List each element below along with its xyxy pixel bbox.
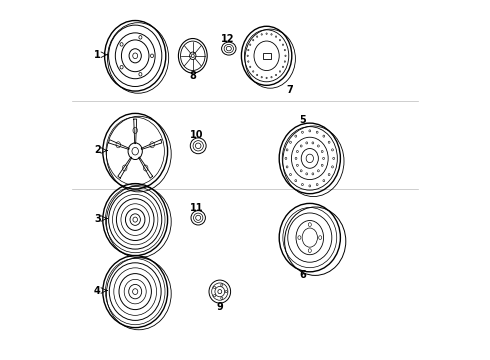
Polygon shape [134, 119, 137, 144]
Text: 5: 5 [299, 114, 306, 125]
Text: 9: 9 [217, 302, 223, 312]
Polygon shape [139, 157, 152, 178]
Text: 3: 3 [94, 213, 101, 224]
Text: 10: 10 [190, 130, 203, 140]
Text: 1: 1 [94, 50, 101, 60]
Polygon shape [141, 140, 162, 149]
Text: 7: 7 [287, 85, 294, 95]
Text: 6: 6 [299, 270, 306, 280]
Polygon shape [109, 140, 129, 149]
Text: 11: 11 [190, 203, 203, 213]
Text: 12: 12 [221, 34, 235, 44]
Text: 2: 2 [94, 145, 101, 156]
Text: 4: 4 [94, 285, 101, 296]
Text: 8: 8 [189, 71, 196, 81]
Bar [263, 53, 270, 59]
Polygon shape [118, 157, 132, 178]
